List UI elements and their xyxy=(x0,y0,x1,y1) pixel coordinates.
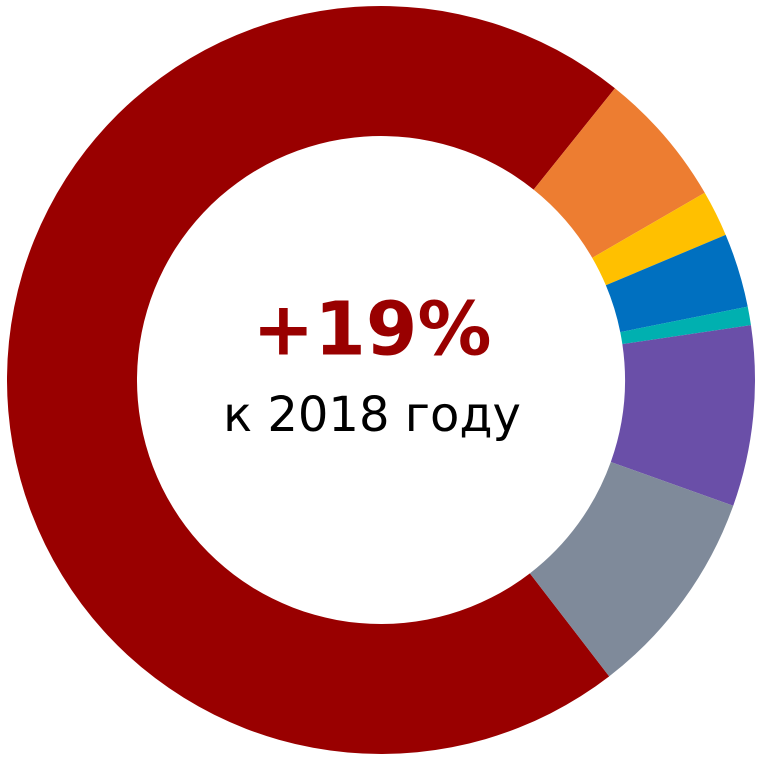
slice xyxy=(592,192,726,286)
slice xyxy=(605,234,748,333)
center-text: к 2018 году xyxy=(223,387,521,443)
slices xyxy=(7,6,756,755)
slice xyxy=(620,306,751,345)
center-value: +19% xyxy=(252,287,491,373)
slice xyxy=(533,88,705,258)
slice xyxy=(610,325,756,506)
slice xyxy=(7,6,615,755)
slice xyxy=(529,462,734,677)
